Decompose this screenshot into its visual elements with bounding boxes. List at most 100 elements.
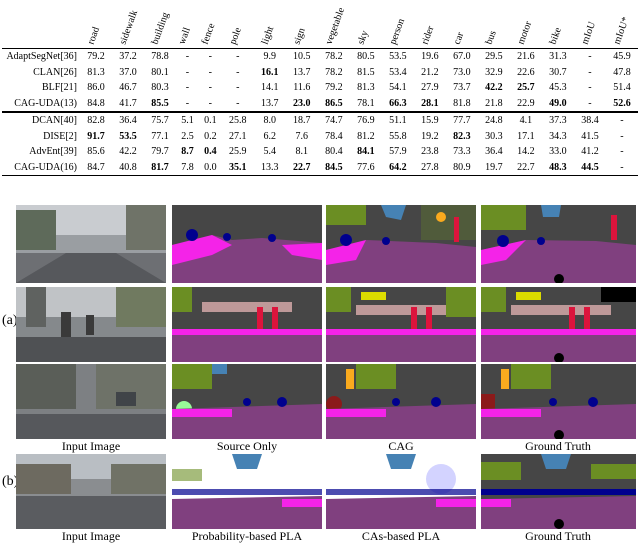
column-header-2: building bbox=[144, 0, 176, 49]
table-cell: 85.5 bbox=[151, 97, 169, 109]
table-cell: 48.3 bbox=[541, 159, 574, 176]
table-cell: 37.3 bbox=[541, 111, 574, 129]
column-header-label: mIoU* bbox=[611, 15, 632, 46]
table-cell: 57.9 bbox=[389, 146, 407, 157]
table-cell: 44.5 bbox=[573, 159, 606, 176]
ground-truth-3 bbox=[481, 364, 636, 439]
table-cell: - bbox=[208, 82, 212, 93]
caption-b-ground-truth: Ground Truth bbox=[525, 529, 591, 543]
input-image-3 bbox=[16, 364, 166, 439]
table-cell: 9.9 bbox=[253, 48, 286, 65]
table-cell: 86.0 bbox=[87, 82, 105, 93]
table-cell: 0.1 bbox=[198, 111, 222, 129]
table-cell: 8.7 bbox=[181, 146, 194, 157]
method-header bbox=[2, 0, 80, 49]
table-cell: 17.1 bbox=[517, 130, 535, 142]
column-header-9: sky bbox=[350, 0, 382, 49]
table-cell: 28.1 bbox=[421, 97, 439, 109]
cas-pla-b bbox=[326, 454, 476, 529]
column-header-6: light bbox=[254, 0, 286, 49]
column-header-label: bus bbox=[483, 29, 499, 46]
method-name: CAG-UDA(16) bbox=[2, 159, 80, 176]
column-header-16: mIoU bbox=[574, 0, 606, 49]
table-cell: 49.0 bbox=[549, 97, 567, 109]
table-cell: 47.8 bbox=[613, 66, 631, 78]
table-cell: 45.9 bbox=[605, 48, 638, 65]
table-cell: 22.9 bbox=[517, 97, 535, 109]
caption-b-probability-pla: Probability-based PLA bbox=[191, 529, 303, 543]
table-cell: 14.2 bbox=[517, 146, 535, 157]
table-cell: - bbox=[221, 48, 254, 65]
table-cell: 32.9 bbox=[485, 66, 503, 78]
table-cell: - bbox=[176, 48, 199, 65]
table-cell: 77.1 bbox=[151, 130, 169, 142]
table-cell: 30.7 bbox=[549, 66, 567, 78]
table-cell: 77.7 bbox=[445, 111, 478, 129]
table-cell: 23.8 bbox=[421, 146, 439, 157]
table-cell: 82.3 bbox=[453, 130, 471, 142]
table-cell: 66.3 bbox=[389, 97, 407, 109]
column-header-17: mIoU* bbox=[606, 0, 638, 49]
source-only-seg-2 bbox=[172, 287, 322, 362]
table-cell: - bbox=[605, 159, 638, 176]
column-header-5: pole bbox=[222, 0, 254, 49]
table-cell: 19.2 bbox=[421, 130, 439, 142]
table-cell: 41.7 bbox=[119, 97, 137, 109]
source-only-seg-3 bbox=[172, 364, 322, 439]
caption-a-ground-truth: Ground Truth bbox=[525, 439, 591, 453]
column-header-13: bus bbox=[478, 0, 510, 49]
table-cell: 30.3 bbox=[485, 130, 503, 142]
table-cell: 79.2 bbox=[80, 48, 113, 65]
table-cell: - bbox=[605, 111, 638, 129]
table-cell: 24.8 bbox=[477, 111, 510, 129]
table-cell: 77.6 bbox=[349, 159, 382, 176]
table-cell: 53.4 bbox=[389, 66, 407, 78]
table-cell: 81.3 bbox=[87, 66, 105, 78]
method-name: DISE[2] bbox=[43, 130, 77, 142]
table-cell: 42.2 bbox=[485, 82, 503, 93]
table-cell: 74.7 bbox=[317, 111, 350, 129]
table-cell: 41.2 bbox=[581, 146, 599, 157]
caption-b-cas-pla: CAs-based PLA bbox=[361, 529, 441, 543]
table-cell: - bbox=[208, 66, 212, 78]
table-cell: 8.1 bbox=[295, 146, 309, 157]
ground-truth-2 bbox=[481, 287, 636, 362]
table-cell: 18.7 bbox=[285, 111, 318, 129]
table-cell: 84.8 bbox=[87, 97, 105, 109]
table-cell: 54.1 bbox=[389, 82, 407, 93]
probability-pla-b bbox=[172, 454, 322, 529]
cag-seg-3 bbox=[326, 364, 476, 439]
column-header-label: building bbox=[149, 10, 172, 46]
table-cell: 14.1 bbox=[261, 82, 279, 93]
table-cell: 81.5 bbox=[357, 66, 375, 78]
table-cell: 51.1 bbox=[381, 111, 414, 129]
table-cell: 13.7 bbox=[261, 97, 279, 109]
column-header-7: sign bbox=[286, 0, 318, 49]
table-cell: 8.0 bbox=[253, 111, 286, 129]
table-cell: 19.6 bbox=[413, 48, 446, 65]
table-cell: 91.7 bbox=[87, 130, 105, 142]
table-cell: 33.0 bbox=[549, 146, 567, 157]
table-cell: 81.3 bbox=[357, 82, 375, 93]
table-row: CAG-UDA(16) 84.7 40.8 81.7 7.8 0.0 35.1 13.3 22.… bbox=[2, 159, 638, 176]
caption-a-source-only: Source Only bbox=[216, 439, 278, 453]
table-cell: 5.4 bbox=[263, 146, 277, 157]
table-cell: 55.8 bbox=[389, 130, 407, 142]
column-header-14: motor bbox=[510, 0, 542, 49]
table-cell: 52.6 bbox=[613, 97, 631, 109]
table-cell: - bbox=[236, 66, 240, 78]
table-cell: 38.4 bbox=[573, 111, 606, 129]
table-row: CAG-UDA(13) 84.8 41.7 85.5 - - - 13.7 23.0 86.5 78… bbox=[2, 96, 638, 113]
results-table: road sidewalk building wall fence pole light si… bbox=[2, 0, 638, 176]
column-header-4: fence bbox=[199, 0, 222, 49]
source-only-seg-1 bbox=[172, 205, 322, 283]
table-cell: - bbox=[588, 97, 592, 109]
table-cell: 21.8 bbox=[485, 97, 503, 109]
table-cell: - bbox=[198, 48, 222, 65]
table-cell: 78.4 bbox=[325, 130, 343, 142]
column-header-10: person bbox=[382, 0, 414, 49]
row-label-b: (b) bbox=[2, 474, 19, 489]
method-name: CAG-UDA(13) bbox=[14, 97, 77, 109]
column-header-12: car bbox=[446, 0, 478, 49]
table-row: DCAN[40] 82.8 36.4 75.7 5.1 0.1 25.8 8.0 18.7 74.… bbox=[2, 111, 638, 129]
